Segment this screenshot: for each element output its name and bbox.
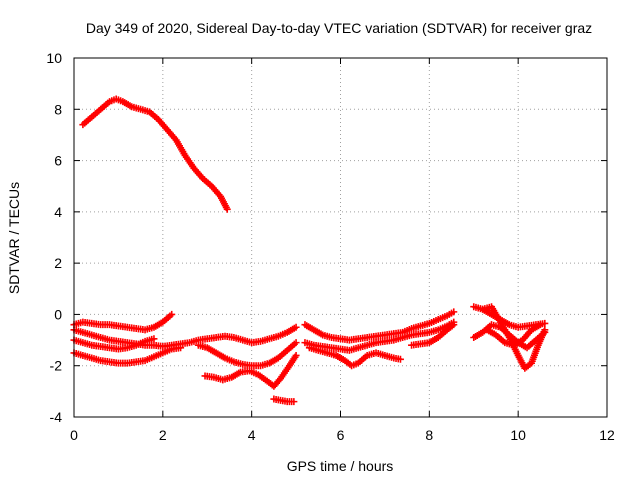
data-point bbox=[223, 205, 231, 213]
data-point bbox=[292, 339, 300, 347]
data-point bbox=[150, 335, 158, 343]
data-point bbox=[168, 310, 176, 318]
x-tick-label: 6 bbox=[337, 427, 345, 443]
series-arc-g bbox=[270, 395, 298, 406]
series-arc-d bbox=[70, 335, 158, 353]
x-tick-label: 0 bbox=[70, 427, 78, 443]
series-arc-c bbox=[70, 344, 185, 367]
x-tick-label: 10 bbox=[510, 427, 526, 443]
y-tick-label: 6 bbox=[54, 153, 62, 169]
series-arc-high bbox=[79, 95, 231, 213]
data-point bbox=[541, 319, 549, 327]
y-tick-label: 4 bbox=[54, 204, 62, 220]
series-arc-o bbox=[483, 321, 544, 349]
y-tick-label: 0 bbox=[54, 306, 62, 322]
data-point bbox=[177, 344, 185, 352]
series-arc-a bbox=[70, 310, 176, 334]
y-tick-label: 8 bbox=[54, 101, 62, 117]
y-tick-label: -2 bbox=[50, 358, 63, 374]
data-point bbox=[292, 351, 300, 359]
plot-frame bbox=[73, 57, 608, 418]
x-tick-label: 2 bbox=[159, 427, 167, 443]
y-tick-label: 10 bbox=[46, 50, 62, 66]
data-point bbox=[450, 308, 458, 316]
data-point bbox=[292, 323, 300, 331]
x-tick-label: 12 bbox=[599, 427, 615, 443]
grid-layer bbox=[74, 58, 607, 417]
data-point bbox=[536, 321, 544, 329]
y-tick-label: 2 bbox=[54, 255, 62, 271]
series-arc-h bbox=[301, 308, 458, 344]
chart-title: Day 349 of 2020, Sidereal Day-to-day VTE… bbox=[86, 20, 592, 36]
x-tick-label: 4 bbox=[248, 427, 256, 443]
y-axis-label: SDTVAR / TECUs bbox=[6, 182, 22, 294]
data-point bbox=[450, 321, 458, 329]
y-tick-label: -4 bbox=[50, 409, 63, 425]
series-arc-j bbox=[305, 344, 404, 370]
data-point bbox=[290, 398, 298, 406]
points-layer bbox=[70, 95, 549, 406]
x-tick-label: 8 bbox=[425, 427, 433, 443]
series-arc-k bbox=[408, 321, 458, 349]
series-arc-e bbox=[194, 339, 300, 370]
series-arc-f bbox=[201, 351, 300, 390]
x-axis-label: GPS time / hours bbox=[287, 458, 394, 474]
data-point bbox=[396, 355, 404, 363]
data-point bbox=[541, 326, 549, 334]
tick-layer: 0 2 4 6 8 10 12 -4 -2 0 2 4 6 8 10 bbox=[46, 50, 615, 443]
